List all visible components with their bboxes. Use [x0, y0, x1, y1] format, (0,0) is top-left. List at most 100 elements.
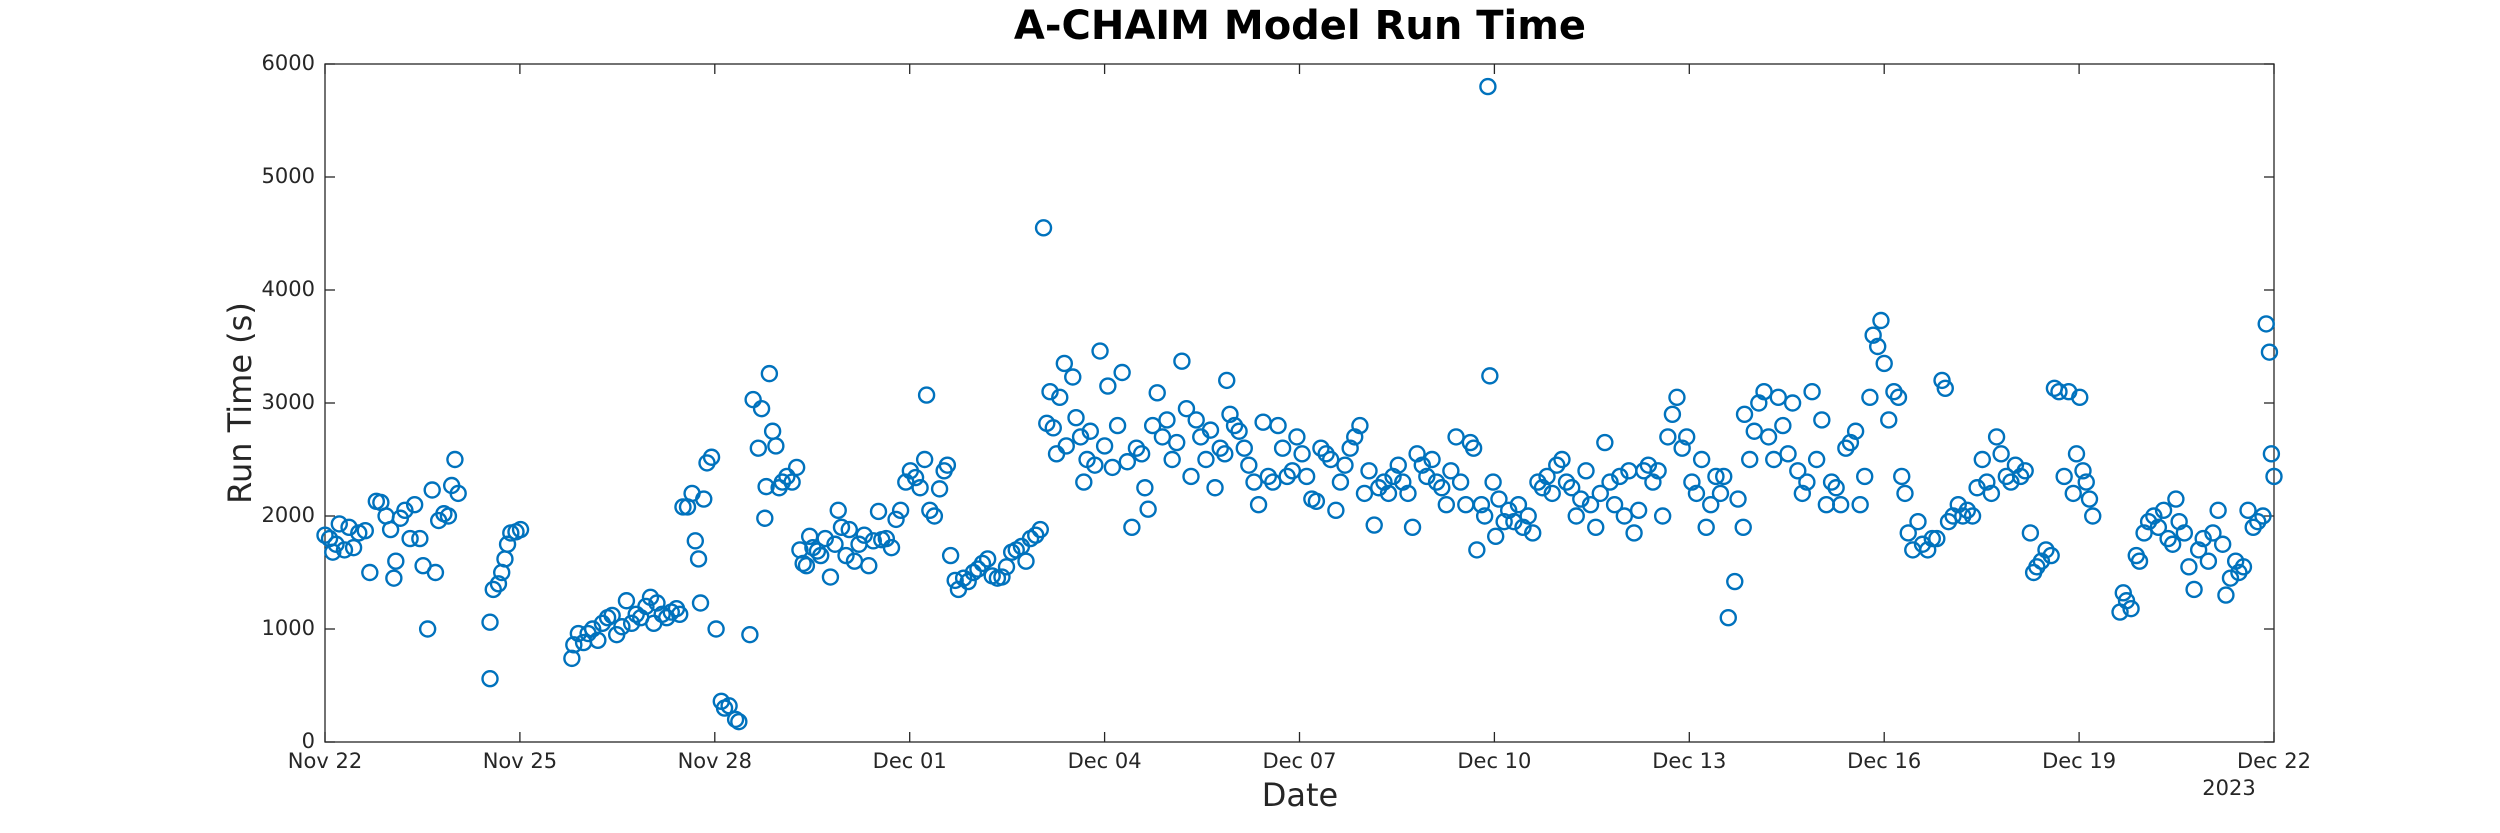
- data-point: [1278, 467, 1296, 486]
- data-point: [1249, 496, 1268, 514]
- data-point: [1293, 445, 1311, 463]
- data-point: [2163, 535, 2182, 553]
- data-point: [1365, 516, 1383, 534]
- data-point: [1880, 411, 1898, 429]
- data-point: [1687, 484, 1706, 503]
- data-point: [1360, 462, 1378, 480]
- data-point: [1958, 501, 1977, 520]
- data-point: [1355, 484, 1374, 503]
- data-point: [484, 580, 502, 599]
- x-tick-label: Nov 22: [288, 749, 362, 773]
- data-point: [749, 439, 768, 457]
- data-point: [1472, 496, 1491, 514]
- data-point: [2209, 501, 2227, 520]
- data-point: [1851, 496, 1869, 514]
- data-point: [418, 620, 437, 638]
- data-point: [941, 546, 960, 565]
- data-point: [1505, 512, 1523, 531]
- data-point: [2064, 484, 2082, 503]
- data-point: [1543, 484, 1561, 503]
- data-point: [1893, 467, 1911, 486]
- data-point: [1341, 439, 1359, 457]
- data-point: [423, 481, 441, 499]
- x-tick-label: Dec 13: [1652, 749, 1726, 773]
- data-point: [1572, 490, 1590, 508]
- data-point: [2037, 541, 2055, 559]
- data-point: [1423, 450, 1441, 469]
- data-point: [481, 613, 499, 631]
- data-point: [1187, 411, 1205, 429]
- data-point: [973, 554, 992, 573]
- data-point: [1861, 388, 1879, 407]
- data-point: [1557, 473, 1576, 491]
- data-point: [489, 575, 508, 593]
- data-point: [603, 606, 621, 625]
- data-point: [2249, 512, 2267, 531]
- data-point: [1813, 411, 1831, 429]
- data-point: [1673, 439, 1691, 457]
- data-point: [1067, 408, 1085, 427]
- data-point: [565, 636, 583, 654]
- data-point: [2199, 552, 2218, 570]
- data-point: [808, 542, 827, 560]
- data-point: [1399, 484, 1417, 503]
- data-point: [1765, 450, 1783, 469]
- data-point: [1869, 337, 1887, 356]
- data-point: [993, 568, 1011, 586]
- data-point: [1201, 421, 1220, 439]
- data-point: [1136, 479, 1154, 497]
- data-point: [449, 484, 467, 503]
- data-point: [1889, 388, 1908, 407]
- data-point: [707, 620, 725, 638]
- data-point: [2189, 541, 2208, 559]
- data-point: [613, 618, 631, 636]
- data-point: [1909, 512, 1927, 531]
- data-point: [2016, 462, 2034, 480]
- data-point: [622, 614, 641, 633]
- data-point: [1807, 450, 1826, 469]
- data-point: [2135, 524, 2153, 542]
- data-point: [1031, 520, 1049, 539]
- data-point: [2077, 473, 2095, 491]
- data-point: [1735, 405, 1754, 423]
- data-point: [2145, 507, 2163, 525]
- data-point: [1919, 541, 1937, 559]
- data-point: [2042, 546, 2060, 565]
- data-point: [917, 386, 936, 404]
- data-point: [361, 563, 379, 582]
- data-point: [2154, 501, 2173, 520]
- data-point: [2204, 524, 2222, 542]
- data-point: [811, 546, 830, 565]
- data-point: [816, 529, 834, 548]
- data-point: [1933, 371, 1951, 390]
- data-point: [887, 510, 905, 529]
- y-tick-label: 3000: [262, 390, 315, 414]
- data-point: [1978, 473, 1996, 491]
- data-point: [1707, 467, 1725, 486]
- data-point: [1702, 496, 1720, 514]
- data-point: [1475, 507, 1494, 525]
- data-point: [1856, 467, 1874, 486]
- data-point: [1091, 342, 1109, 360]
- data-point: [778, 467, 796, 486]
- data-point: [756, 509, 774, 527]
- data-point: [637, 597, 655, 616]
- data-point: [1086, 456, 1104, 474]
- data-point: [2265, 467, 2283, 486]
- data-point: [1481, 367, 1499, 385]
- x-tick-label: Nov 28: [678, 749, 752, 773]
- data-point: [387, 552, 405, 570]
- data-point: [1524, 524, 1542, 542]
- data-point: [1831, 496, 1850, 514]
- data-point: [1288, 428, 1306, 446]
- data-point: [1755, 383, 1773, 401]
- data-point: [1649, 462, 1667, 480]
- data-point: [1235, 439, 1253, 457]
- data-point: [1331, 473, 1350, 491]
- data-point: [589, 631, 607, 649]
- x-tick-label: Dec 19: [2042, 749, 2116, 773]
- data-point: [2217, 586, 2235, 604]
- data-point: [1153, 428, 1172, 446]
- data-point: [1127, 439, 1146, 457]
- y-tick-label: 5000: [262, 164, 315, 188]
